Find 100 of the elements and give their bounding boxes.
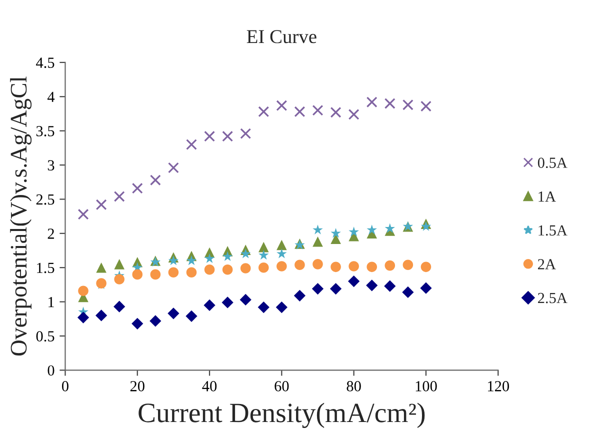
point — [168, 267, 179, 278]
point — [294, 290, 306, 302]
y-tick-label: 1 — [48, 297, 54, 308]
point — [366, 280, 378, 292]
point — [186, 139, 197, 150]
point — [78, 286, 88, 296]
legend-label: 0.5A — [538, 158, 568, 168]
point — [150, 174, 161, 186]
point — [276, 301, 288, 314]
x-tick-label: 120 — [488, 381, 509, 392]
point — [114, 259, 124, 270]
y-tick-label: 3 — [48, 160, 54, 170]
point — [222, 296, 234, 308]
y-tick-label: 0 — [48, 365, 54, 376]
point — [384, 98, 396, 109]
point — [240, 294, 252, 306]
x-axis-title: Current Density(mA/cm²) — [138, 402, 425, 428]
point — [96, 262, 106, 273]
y-tick-label: 4 — [47, 92, 55, 102]
point — [402, 286, 414, 298]
point — [204, 299, 216, 312]
x-tick-label: 40 — [202, 381, 217, 392]
point — [114, 300, 126, 312]
point — [240, 248, 251, 258]
y-tick-label: 0.5 — [36, 331, 54, 342]
x-tick-label: 20 — [130, 381, 144, 392]
point — [150, 269, 161, 280]
point — [312, 282, 324, 295]
y-axis-title: Overpotential(V)v.s.Ag/AgCl — [10, 76, 32, 356]
point — [330, 228, 341, 238]
point — [420, 221, 432, 231]
point — [186, 267, 197, 278]
point — [96, 199, 107, 210]
point — [348, 226, 359, 236]
point — [222, 130, 234, 142]
legend-label: 2.5A — [538, 292, 568, 304]
point — [258, 250, 269, 260]
legend-label: 1.5A — [538, 225, 568, 236]
point — [312, 259, 323, 270]
point — [132, 269, 143, 280]
point — [384, 260, 396, 271]
point — [132, 182, 143, 194]
point — [276, 100, 288, 112]
point — [420, 100, 432, 112]
point — [78, 208, 89, 220]
point — [150, 315, 162, 327]
point — [420, 282, 432, 294]
point — [276, 261, 287, 272]
point — [276, 240, 287, 250]
point — [186, 255, 197, 266]
point — [384, 280, 396, 292]
point — [240, 263, 251, 274]
point — [402, 260, 414, 270]
y-tick-label: 4.5 — [36, 58, 54, 68]
point — [77, 312, 90, 324]
point — [348, 108, 360, 120]
point — [132, 318, 144, 330]
point — [204, 253, 215, 264]
point — [348, 261, 359, 272]
y-tick-label: 2.5 — [36, 194, 54, 205]
y-tick-label: 1.5 — [37, 262, 54, 274]
point — [186, 310, 198, 322]
point — [402, 99, 414, 110]
point — [258, 262, 269, 273]
point — [240, 128, 252, 140]
legend-label: 1A — [538, 192, 556, 202]
point — [168, 255, 179, 266]
x-tick-label: 80 — [346, 381, 361, 392]
point — [258, 242, 269, 252]
point — [168, 308, 180, 320]
point — [366, 96, 378, 108]
point — [168, 162, 179, 174]
point — [222, 251, 233, 262]
y-tick-label: 3.5 — [36, 126, 54, 136]
point — [420, 262, 432, 272]
point — [330, 262, 341, 272]
x-tick-label: 0 — [62, 381, 68, 392]
point — [204, 264, 215, 275]
point — [312, 104, 324, 116]
point — [366, 224, 377, 234]
point — [312, 236, 323, 247]
point — [348, 275, 360, 288]
point — [114, 274, 124, 284]
point — [384, 223, 396, 233]
point — [204, 130, 216, 142]
point — [114, 190, 125, 202]
point — [330, 282, 342, 295]
chart-title: EI Curve — [246, 30, 316, 44]
point — [294, 106, 306, 118]
point — [222, 264, 233, 275]
point — [312, 224, 323, 234]
x-tick-label: 100 — [416, 381, 437, 392]
y-tick-label: 2 — [48, 228, 54, 239]
point — [276, 248, 287, 258]
point — [294, 260, 305, 270]
point — [258, 301, 270, 314]
point — [258, 106, 270, 118]
point — [330, 106, 342, 118]
legend-label: 2A — [538, 259, 556, 270]
point — [366, 262, 378, 272]
